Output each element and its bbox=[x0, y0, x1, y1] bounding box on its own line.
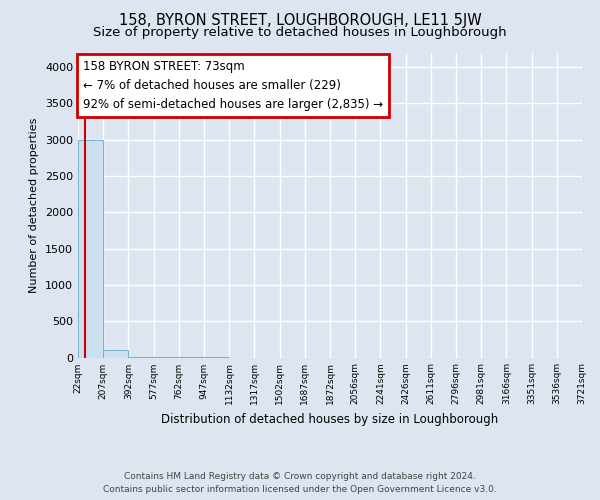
Bar bbox=[78, 140, 103, 358]
Text: Contains HM Land Registry data © Crown copyright and database right 2024.
Contai: Contains HM Land Registry data © Crown c… bbox=[103, 472, 497, 494]
Text: Size of property relative to detached houses in Loughborough: Size of property relative to detached ho… bbox=[93, 26, 507, 39]
Y-axis label: Number of detached properties: Number of detached properties bbox=[29, 118, 40, 292]
X-axis label: Distribution of detached houses by size in Loughborough: Distribution of detached houses by size … bbox=[161, 413, 499, 426]
Text: 158 BYRON STREET: 73sqm
← 7% of detached houses are smaller (229)
92% of semi-de: 158 BYRON STREET: 73sqm ← 7% of detached… bbox=[83, 60, 383, 111]
Bar bbox=[103, 350, 128, 358]
Text: 158, BYRON STREET, LOUGHBOROUGH, LE11 5JW: 158, BYRON STREET, LOUGHBOROUGH, LE11 5J… bbox=[119, 12, 481, 28]
